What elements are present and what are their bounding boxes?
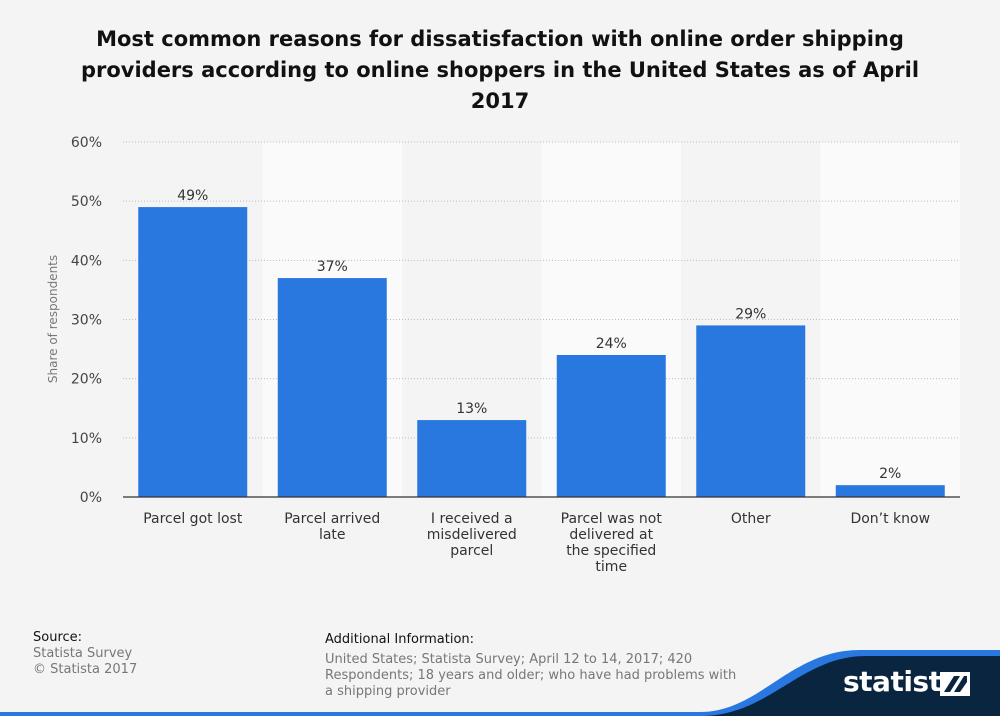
brand-wave [0,650,1000,716]
data-label: 24% [596,336,627,352]
y-tick-label: 0% [80,490,102,506]
y-axis-label: Share of respondents [46,255,60,383]
brand-wave-accent [0,650,1000,716]
x-tick-label-line: time [595,559,627,575]
x-tick-label-line: Parcel was not [561,511,663,527]
x-tick-label: Parcel was not delivered at the specified t… [561,511,663,575]
y-tick-label: 60% [71,135,102,151]
x-tick-label: Other [731,511,771,527]
y-tick-label: 30% [71,313,102,329]
additional-info-block: Additional Information: United States; S… [325,632,745,700]
title-line-3: 2017 [470,89,530,113]
bar [138,207,248,498]
source-header: Source: [33,630,83,645]
source-block: Source: Statista Survey © Statista 2017 [33,630,137,678]
bar [835,485,945,497]
x-tick-label-line: Parcel arrived [284,511,380,527]
title-line-1: Most common reasons for dissatisfaction … [96,27,904,51]
chart-title: Most common reasons for dissatisfaction … [40,24,960,117]
y-tick-label: 50% [71,194,102,210]
data-label: 13% [456,401,487,417]
x-tick-label: Don’t know [850,511,930,527]
additional-info-header: Additional Information: [325,632,475,647]
bar [556,355,666,497]
data-label: 2% [879,466,901,482]
x-tick-label-line: Don’t know [850,511,930,527]
x-tick-label-line: misdelivered [427,527,517,543]
x-tick-label-line: delivered at [569,527,653,543]
y-tick-label: 20% [71,372,102,388]
x-tick-label: Parcel arrived late [284,511,380,543]
x-tick-label: Parcel got lost [143,511,243,527]
data-label: 49% [177,188,208,204]
statista-logo-icon[interactable] [940,672,970,696]
x-tick-label-line: Other [731,511,771,527]
data-label: 37% [317,259,348,275]
y-tick-label: 10% [71,431,102,447]
source-line-1: Statista Survey [33,646,133,661]
additional-info-text: United States; Statista Survey; April 12… [325,652,737,699]
x-tick-label-line: late [319,527,346,543]
brand-wave-dark [700,656,1000,716]
bar [277,278,387,497]
source-line-2: © Statista 2017 [33,662,138,677]
bar [696,325,806,497]
x-tick-label-line: parcel [450,543,493,559]
bar-chart: 0% 10% 20% 30% 40% 50% 60% Share of respondents… [46,135,960,575]
x-tick-label: I received a misdelivered parcel [427,511,517,559]
title-line-2: providers according to online shoppers i… [80,58,920,82]
x-tick-label-line: the specified [566,543,656,559]
x-tick-label-line: Parcel got lost [143,511,243,527]
y-tick-label: 40% [71,253,102,269]
data-label: 29% [735,306,766,322]
bar [417,420,527,497]
x-tick-label-line: I received a [431,511,513,527]
